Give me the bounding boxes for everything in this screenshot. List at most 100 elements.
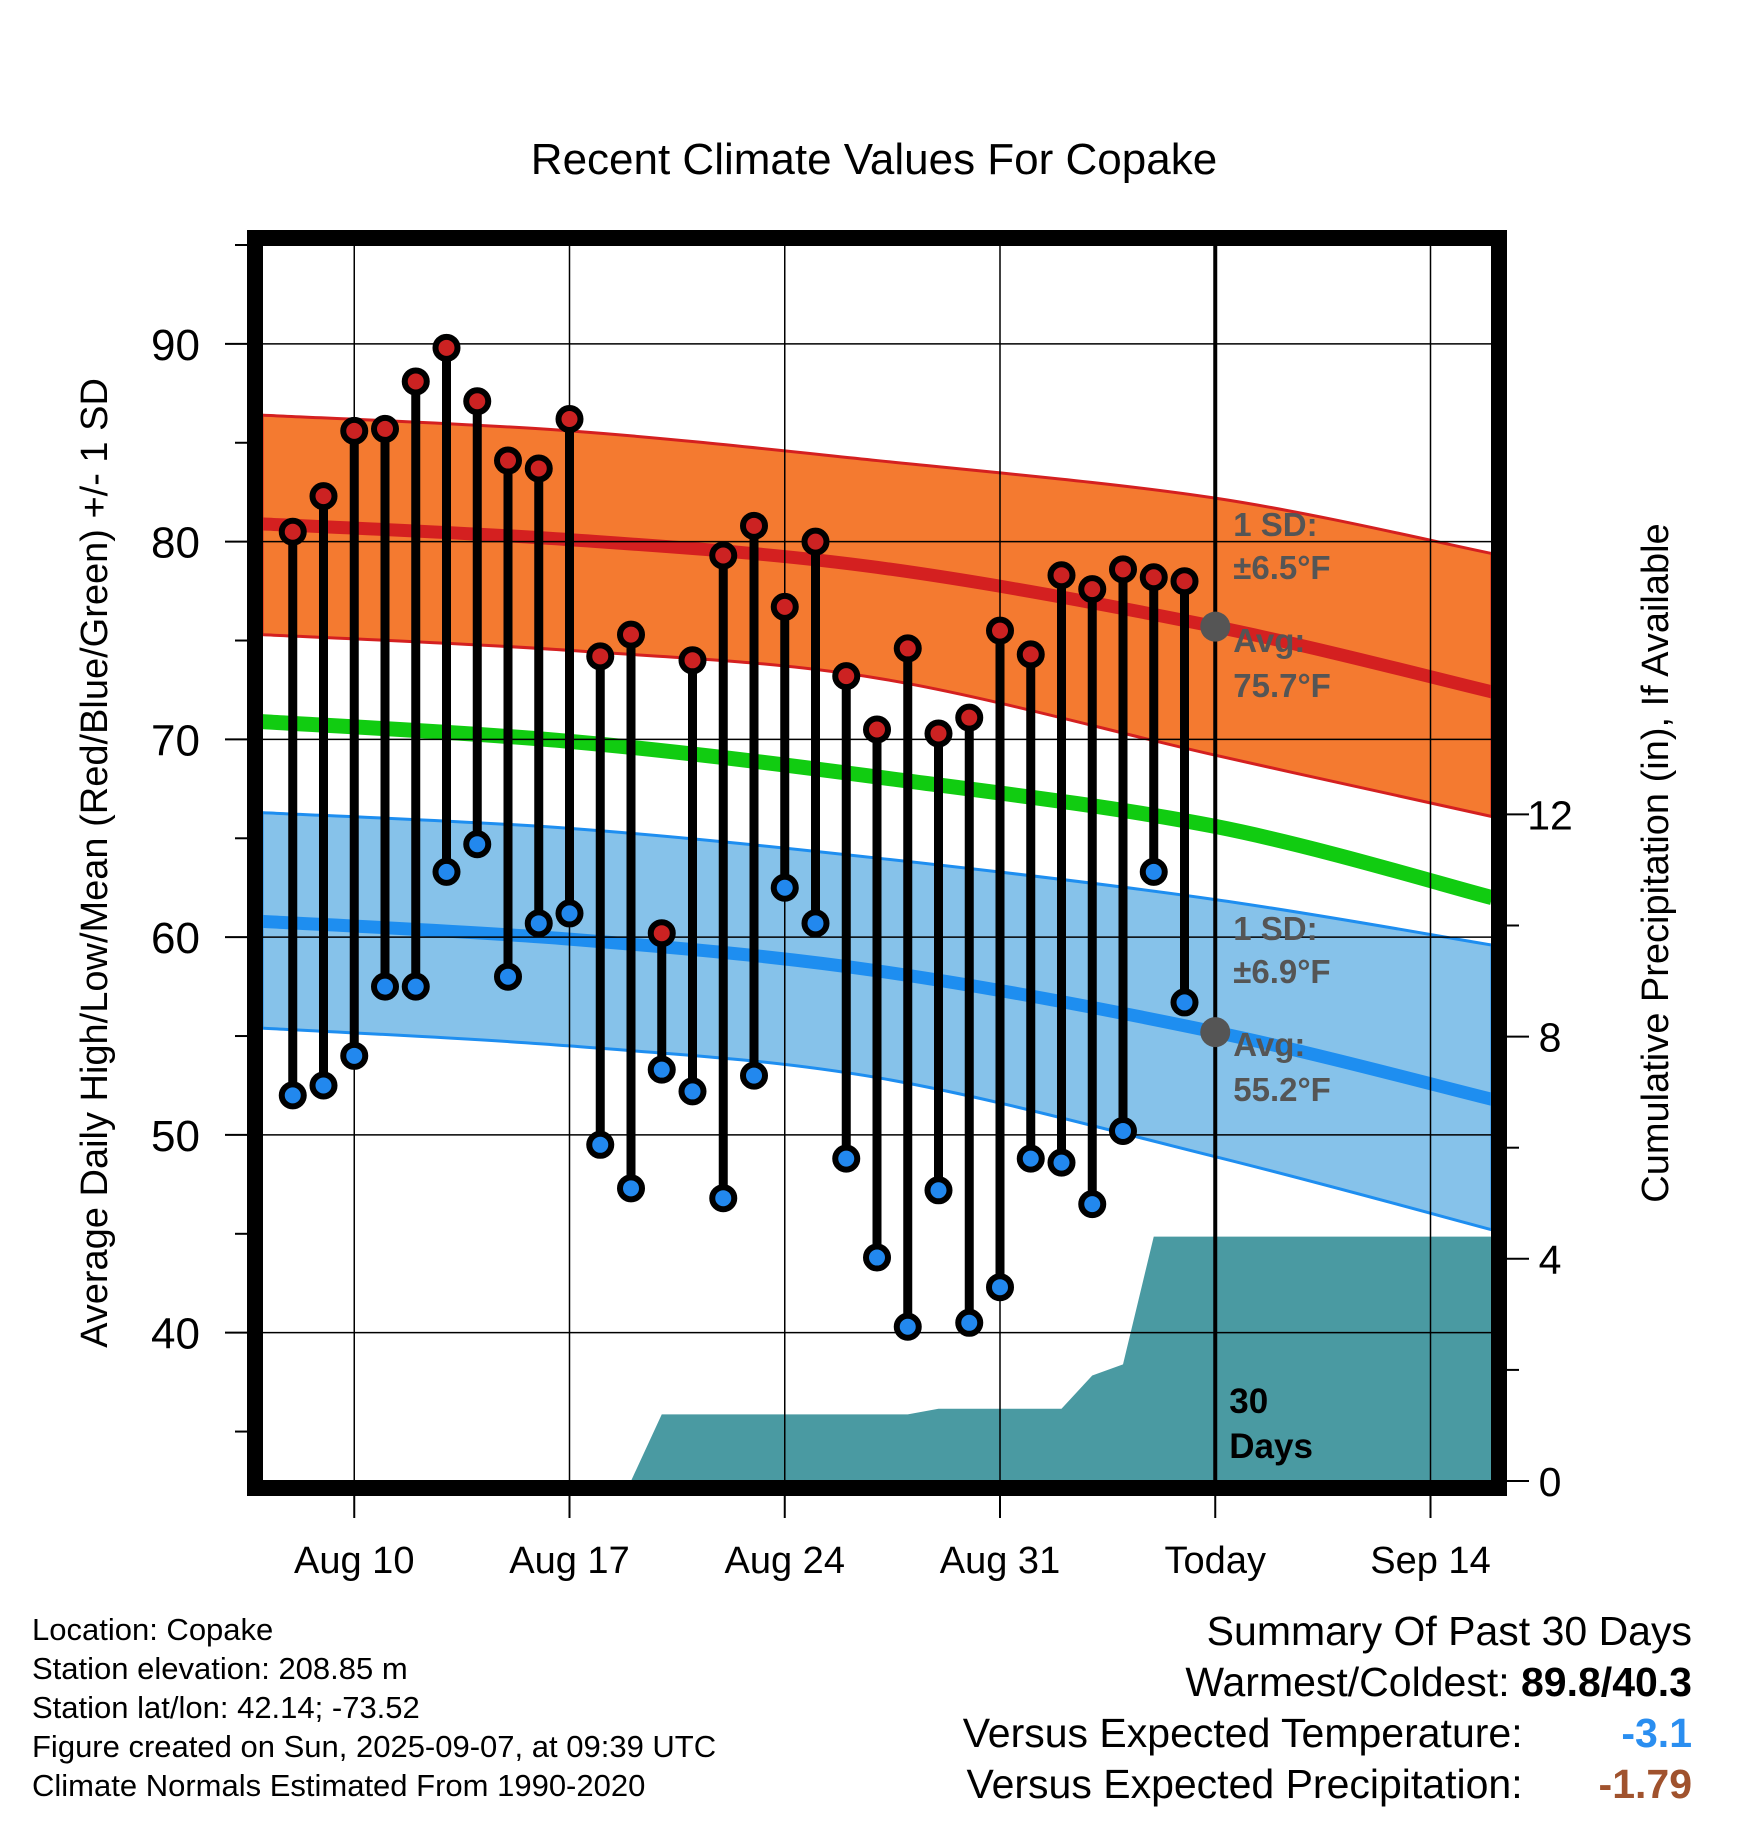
high-temp-point [924, 719, 953, 748]
precip-value: -1.79 [1598, 1761, 1692, 1807]
y2-axis-label: Cumulative Precipitation (in), If Availa… [1635, 523, 1677, 1202]
low-temp-point [832, 1144, 861, 1173]
period-label-days: Days [1229, 1427, 1313, 1466]
precip-label: Versus Expected Precipitation: [966, 1761, 1523, 1807]
chart-title: Recent Climate Values For Copake [531, 135, 1217, 184]
low-sd-label: 1 SD: [1233, 910, 1317, 947]
y2-tick-label: 0 [1539, 1459, 1562, 1505]
low-temp-point [1016, 1144, 1045, 1173]
low-temp-point [955, 1308, 984, 1337]
high-avg-value: 75.7°F [1233, 667, 1331, 704]
y2-tick-label: 8 [1539, 1015, 1562, 1061]
low-temp-point [1047, 1148, 1076, 1177]
y-tick-label: 60 [151, 914, 200, 963]
low-temp-point [986, 1273, 1014, 1302]
low-temp-point [801, 909, 830, 938]
low-temp-point [1078, 1190, 1107, 1219]
high-temp-point [801, 527, 830, 556]
low-temp-point [740, 1061, 768, 1090]
y2-tick-label: 4 [1539, 1237, 1562, 1283]
temp-value: -3.1 [1621, 1710, 1692, 1756]
high-temp-point [863, 715, 891, 744]
low-temp-point [647, 1055, 676, 1084]
high-temp-point [371, 414, 399, 443]
summary-precip-row: Versus Expected Precipitation: -1.79 [963, 1759, 1693, 1810]
low-temp-point [1139, 857, 1168, 886]
y2-tick-label: 12 [1527, 792, 1573, 838]
station-info: Location: Copake Station elevation: 208.… [32, 1610, 716, 1805]
x-tick-label: Sep 14 [1370, 1540, 1490, 1582]
low-temp-point [678, 1077, 707, 1106]
high-temp-point [1047, 561, 1076, 590]
normals-text: Climate Normals Estimated From 1990-2020 [32, 1768, 646, 1803]
low-temp-point [463, 830, 492, 859]
summary-title: Summary Of Past 30 Days [1206, 1608, 1692, 1654]
warmest-value: 89.8/40.3 [1521, 1659, 1692, 1705]
high-temp-point [1016, 640, 1045, 669]
period-label-number: 30 [1229, 1382, 1268, 1421]
today-low-avg-marker [1200, 1017, 1231, 1048]
x-tick-label: Today [1165, 1540, 1266, 1582]
high-temp-point [463, 387, 492, 416]
low-temp-point [617, 1174, 645, 1203]
high-temp-point [309, 482, 338, 511]
high-temp-point [709, 541, 738, 570]
low-temp-point [309, 1071, 338, 1100]
high-temp-point [678, 646, 707, 675]
low-temp-point [770, 873, 799, 902]
high-temp-point [832, 662, 861, 691]
y-tick-label: 40 [151, 1310, 200, 1359]
high-temp-point [770, 592, 799, 621]
high-temp-point [278, 517, 307, 546]
low-temp-point [586, 1130, 615, 1159]
high-temp-point [555, 405, 584, 434]
plot-frame [247, 230, 1507, 1496]
low-temp-point [278, 1081, 307, 1110]
summary-warmest-row: Warmest/Coldest: 89.8/40.3 [963, 1657, 1692, 1708]
elevation-text: Station elevation: 208.85 m [32, 1651, 408, 1686]
created-text: Figure created on Sun, 2025-09-07, at 09… [32, 1729, 717, 1764]
precipitation-area [262, 1236, 1492, 1481]
plot-inner [262, 245, 1492, 1481]
low-temp-point [401, 972, 430, 1001]
high-temp-point [647, 919, 676, 948]
warmest-label: Warmest/Coldest: [1185, 1659, 1510, 1705]
low-temp-point [709, 1184, 738, 1213]
low-avg-value: 55.2°F [1233, 1071, 1331, 1108]
summary-panel: Summary Of Past 30 Days Warmest/Coldest:… [963, 1606, 1692, 1810]
plot-area: 1 SD: ±6.5°F Avg: 75.7°F 1 SD: ±6.9°F Avg: 55.2… [74, 230, 1677, 1582]
high-temp-point [1170, 567, 1199, 596]
low-temp-point [371, 972, 399, 1001]
low-temp-point [1109, 1116, 1137, 1145]
high-temp-point [1078, 575, 1107, 604]
low-temp-point [893, 1312, 922, 1341]
high-temp-point [955, 703, 984, 732]
high-temp-point [401, 367, 430, 396]
low-temp-point [494, 962, 522, 991]
y-tick-label: 50 [151, 1112, 200, 1161]
y-axis-label: Average Daily High/Low/Mean (Red/Blue/Gr… [74, 378, 116, 1348]
x-tick-label: Aug 10 [294, 1540, 414, 1582]
low-temp-point [863, 1243, 891, 1272]
high-temp-point [1139, 563, 1168, 592]
high-temp-point [340, 416, 369, 445]
x-tick-label: Aug 31 [940, 1540, 1060, 1582]
high-temp-point [494, 446, 522, 475]
today-high-avg-marker [1200, 611, 1231, 642]
x-tick-label: Aug 24 [725, 1540, 845, 1582]
x-tick-label: Aug 17 [509, 1540, 629, 1582]
high-temp-point [617, 620, 645, 649]
low-temp-point [924, 1176, 953, 1205]
high-temp-point [740, 511, 768, 540]
low-avg-label: Avg: [1233, 1026, 1305, 1063]
location-text: Location: Copake [32, 1612, 274, 1647]
high-avg-label: Avg: [1233, 622, 1305, 659]
low-sd-value: ±6.9°F [1233, 953, 1330, 990]
low-temp-point [432, 857, 461, 886]
high-temp-point [432, 333, 461, 362]
temp-label: Versus Expected Temperature: [962, 1710, 1523, 1756]
high-temp-point [1109, 555, 1137, 584]
high-normal-line [262, 517, 1492, 699]
y-tick-label: 80 [151, 519, 200, 568]
high-sd-value: ±6.5°F [1233, 549, 1330, 586]
